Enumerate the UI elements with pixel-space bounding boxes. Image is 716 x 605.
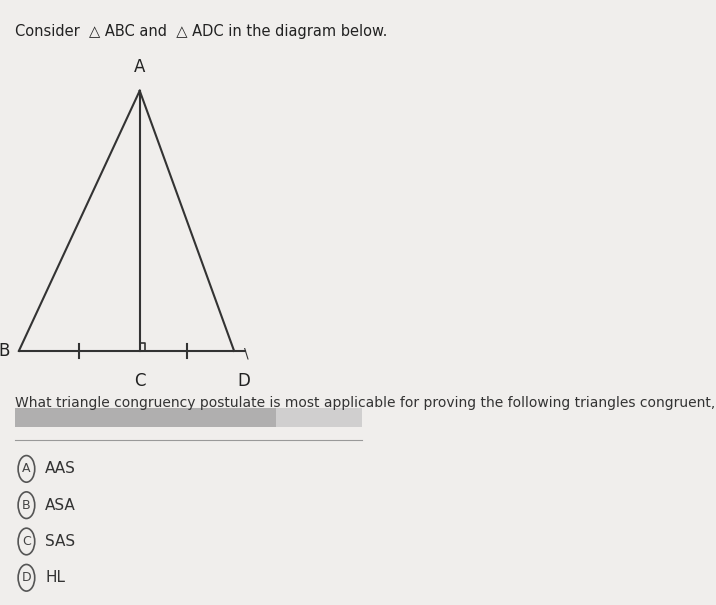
Text: \: \ [243, 347, 248, 361]
Text: C: C [22, 535, 31, 548]
Text: B: B [0, 342, 9, 360]
FancyBboxPatch shape [276, 408, 362, 427]
Text: D: D [21, 571, 32, 584]
Text: HL: HL [45, 571, 65, 585]
Text: AAS: AAS [45, 462, 76, 476]
Text: SAS: SAS [45, 534, 75, 549]
Text: A: A [22, 462, 31, 476]
Text: C: C [134, 372, 145, 390]
FancyBboxPatch shape [15, 408, 362, 427]
Text: Consider  △ ABC and  △ ADC in the diagram below.: Consider △ ABC and △ ADC in the diagram … [15, 24, 387, 39]
Text: D: D [238, 372, 251, 390]
Text: B: B [22, 499, 31, 512]
Text: What triangle congruency postulate is most applicable for proving the following : What triangle congruency postulate is mo… [15, 396, 716, 410]
Text: ASA: ASA [45, 498, 76, 512]
Text: A: A [134, 57, 145, 76]
